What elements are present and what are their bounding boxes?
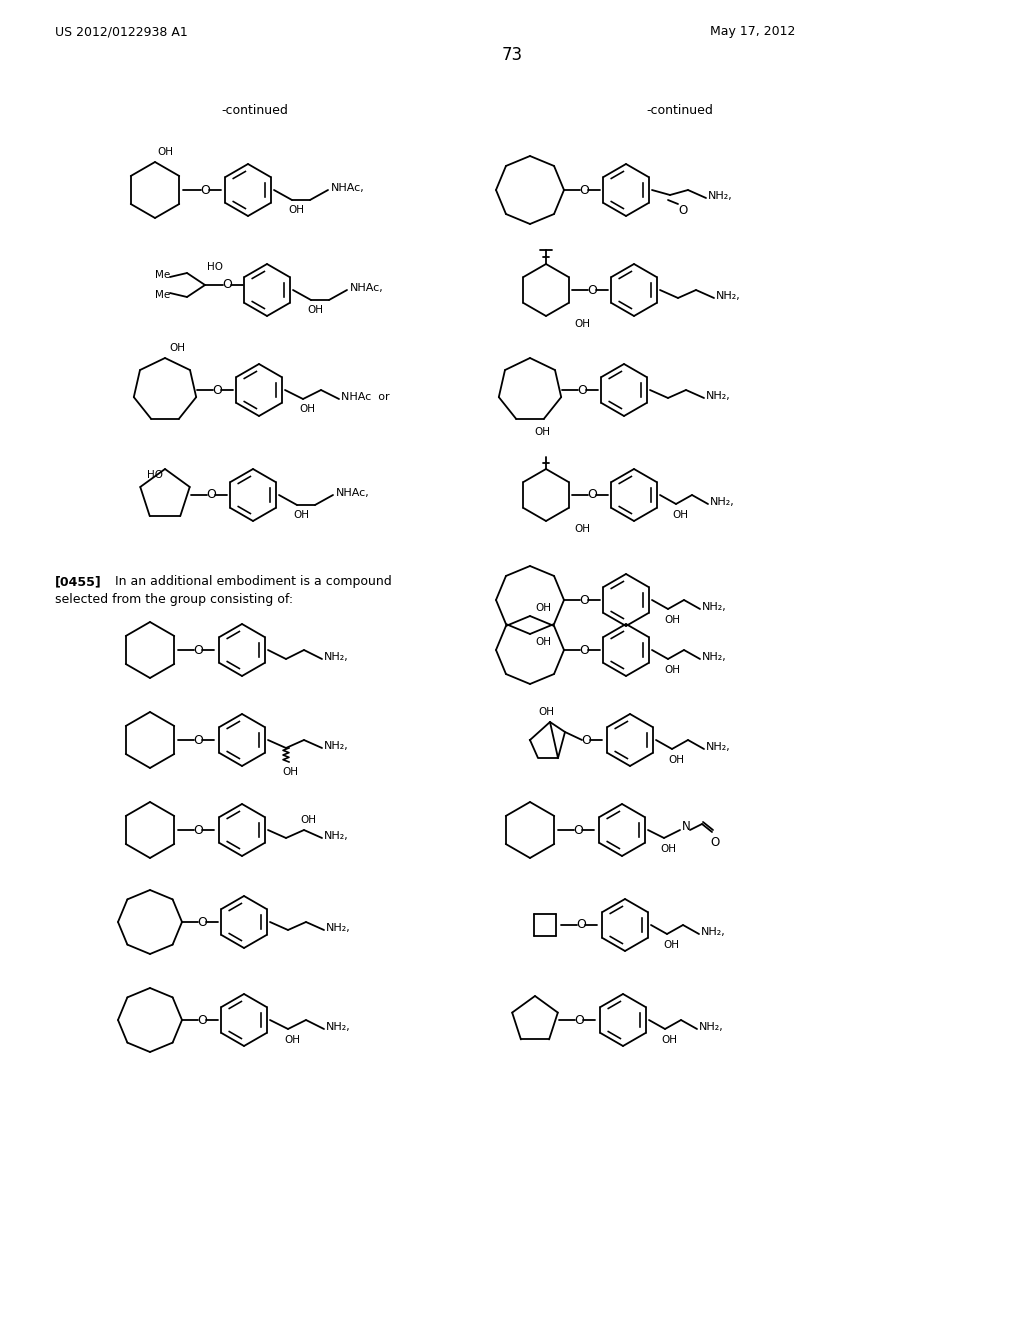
- Text: O: O: [206, 488, 216, 502]
- Text: OH: OH: [307, 305, 323, 315]
- Text: O: O: [710, 836, 719, 849]
- Text: HO: HO: [207, 261, 223, 272]
- Text: O: O: [194, 734, 203, 747]
- Text: NH₂,: NH₂,: [710, 498, 735, 507]
- Text: NH₂,: NH₂,: [701, 927, 726, 937]
- Text: OH: OH: [288, 205, 304, 215]
- Text: OH: OH: [534, 426, 550, 437]
- Text: -continued: -continued: [221, 103, 289, 116]
- Text: HO: HO: [147, 470, 163, 480]
- Text: 73: 73: [502, 46, 522, 63]
- Text: OH: OH: [299, 404, 315, 414]
- Text: O: O: [212, 384, 222, 396]
- Text: NH₂,: NH₂,: [708, 191, 733, 201]
- Text: OH: OH: [574, 524, 590, 535]
- Text: OH: OH: [169, 343, 185, 352]
- Text: OH: OH: [672, 510, 688, 520]
- Text: O: O: [579, 183, 589, 197]
- Text: [0455]: [0455]: [55, 576, 101, 589]
- Text: O: O: [587, 284, 597, 297]
- Text: O: O: [194, 644, 203, 656]
- Text: NH₂,: NH₂,: [716, 290, 740, 301]
- Text: NH₂,: NH₂,: [324, 741, 349, 751]
- Text: US 2012/0122938 A1: US 2012/0122938 A1: [55, 25, 187, 38]
- Text: NHAc  or: NHAc or: [341, 392, 389, 403]
- Text: NHAc,: NHAc,: [350, 282, 384, 293]
- Text: O: O: [678, 205, 687, 218]
- Text: O: O: [197, 1014, 207, 1027]
- Text: OH: OH: [664, 615, 680, 624]
- Text: NH₂,: NH₂,: [706, 742, 731, 752]
- Text: OH: OH: [284, 1035, 300, 1045]
- Text: OH: OH: [663, 940, 679, 950]
- Text: O: O: [581, 734, 591, 747]
- Text: O: O: [194, 824, 203, 837]
- Text: NH₂,: NH₂,: [706, 391, 731, 401]
- Text: O: O: [197, 916, 207, 928]
- Text: -continued: -continued: [646, 103, 714, 116]
- Text: OH: OH: [535, 603, 551, 612]
- Text: NH₂,: NH₂,: [326, 923, 351, 933]
- Text: OH: OH: [660, 843, 676, 854]
- Text: OH: OH: [157, 147, 173, 157]
- Text: NH₂,: NH₂,: [324, 832, 349, 841]
- Text: NH₂,: NH₂,: [699, 1022, 724, 1032]
- Text: selected from the group consisting of:: selected from the group consisting of:: [55, 594, 293, 606]
- Text: O: O: [579, 594, 589, 606]
- Text: NH₂,: NH₂,: [702, 602, 727, 612]
- Text: OH: OH: [662, 1035, 677, 1045]
- Text: OH: OH: [293, 510, 309, 520]
- Text: NH₂,: NH₂,: [702, 652, 727, 663]
- Text: O: O: [579, 644, 589, 656]
- Text: May 17, 2012: May 17, 2012: [710, 25, 796, 38]
- Text: OH: OH: [300, 814, 316, 825]
- Text: OH: OH: [668, 755, 684, 766]
- Text: O: O: [578, 384, 587, 396]
- Text: NHAc,: NHAc,: [336, 488, 370, 498]
- Text: O: O: [573, 824, 583, 837]
- Text: Me: Me: [155, 271, 170, 280]
- Text: OH: OH: [282, 767, 298, 777]
- Text: O: O: [577, 919, 586, 932]
- Text: NH₂,: NH₂,: [324, 652, 349, 663]
- Text: OH: OH: [664, 665, 680, 675]
- Text: O: O: [222, 279, 232, 292]
- Text: NH₂,: NH₂,: [326, 1022, 351, 1032]
- Text: Me: Me: [155, 290, 170, 300]
- Text: In an additional embodiment is a compound: In an additional embodiment is a compoun…: [115, 576, 392, 589]
- Text: O: O: [574, 1014, 584, 1027]
- Text: N: N: [682, 821, 691, 833]
- Text: NHAc,: NHAc,: [331, 183, 365, 193]
- Text: OH: OH: [538, 708, 554, 717]
- Text: O: O: [200, 183, 210, 197]
- Text: OH: OH: [574, 319, 590, 329]
- Text: OH: OH: [535, 638, 551, 647]
- Text: O: O: [587, 488, 597, 502]
